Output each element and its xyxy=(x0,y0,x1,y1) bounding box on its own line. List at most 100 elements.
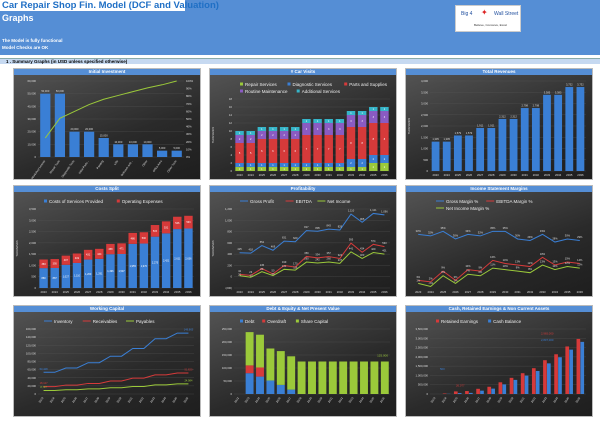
data-label: 13% xyxy=(515,260,521,264)
data-label: 1,291 xyxy=(96,272,103,275)
y-tick-label: 2,500 xyxy=(29,230,36,234)
x-tick-label: 2033 xyxy=(541,396,548,404)
legend-label: Inventory xyxy=(54,319,73,324)
data-label: 9% xyxy=(516,266,520,270)
chart-panel-income-statement-margins: Income Statement Margins Gross Margin % EB… xyxy=(405,185,593,297)
data-label: 1 xyxy=(339,120,341,123)
data-label: 383 xyxy=(41,263,46,266)
bar-segment xyxy=(380,123,389,155)
bar xyxy=(476,128,485,171)
y-tick-label: 0 xyxy=(34,392,36,396)
data-label: 35% xyxy=(440,226,446,230)
y-tick-label: 10,000 xyxy=(27,142,36,146)
bar-segment xyxy=(360,361,368,394)
legend-label: Net Income Margin % xyxy=(446,206,489,211)
x-tick-label: 2029 xyxy=(306,396,313,404)
bar-segment xyxy=(235,131,244,135)
x-tick-label: 2030 xyxy=(502,290,509,294)
bar-segment xyxy=(117,253,126,288)
x-tick-label: 2033 xyxy=(149,396,156,404)
data-label: 3,385 xyxy=(544,90,551,94)
bar-segment xyxy=(83,259,93,288)
y-tick-label: 50,000 xyxy=(27,92,36,96)
bar-segment xyxy=(256,367,264,377)
y-tick-label: 0 xyxy=(230,169,232,173)
x-tick-label: Diagnostic Tools xyxy=(60,159,75,178)
x-tick-label: 2023 xyxy=(236,173,243,177)
data-label: -10 xyxy=(249,274,253,278)
bar xyxy=(554,354,558,394)
bar-segment xyxy=(246,163,255,167)
bar xyxy=(558,357,562,394)
bar-segment xyxy=(308,361,316,394)
x-tick-label: 2028 xyxy=(96,290,103,294)
y-tick-label: 0 xyxy=(426,169,428,173)
bar xyxy=(156,150,168,157)
series-line xyxy=(44,80,177,139)
y-tick-label: 120,000 xyxy=(26,343,37,347)
data-label: 3 xyxy=(317,128,319,131)
x-tick-label: 2033 xyxy=(348,290,355,294)
bar-segment xyxy=(276,351,285,385)
data-label: 1 xyxy=(250,132,252,135)
data-label: 1 xyxy=(350,168,352,171)
bar-segment xyxy=(357,167,367,171)
data-label: 620 xyxy=(293,236,298,240)
data-label: 15,000 xyxy=(100,134,108,138)
y2-tick-label: 40% xyxy=(186,125,192,129)
data-label: 11% xyxy=(490,263,496,267)
x-tick-label: 2025 xyxy=(259,173,266,177)
bar xyxy=(543,94,551,171)
bar-segment xyxy=(287,356,296,390)
bar-segment xyxy=(287,389,296,394)
data-label: 1 xyxy=(261,168,263,171)
bar-segment xyxy=(246,131,255,135)
y-tick-label: 140,000 xyxy=(26,335,37,339)
x-tick-label: 2034 xyxy=(552,396,559,404)
bar-segment xyxy=(380,155,389,163)
data-label: 1 xyxy=(239,168,241,171)
data-label: 531 xyxy=(164,226,169,229)
y-tick-label: 40,000 xyxy=(27,104,36,108)
data-label: 20,000 xyxy=(71,127,79,131)
x-tick-label: 2035 xyxy=(368,396,375,404)
data-label: 53,428 xyxy=(40,367,48,371)
data-label: 24,984 xyxy=(184,378,192,382)
x-tick-label: Initial Parts... xyxy=(77,159,90,175)
data-label: 89 xyxy=(260,267,263,271)
x-tick-label: 2029 xyxy=(107,290,114,294)
data-label: 3,732 xyxy=(577,83,584,87)
bar-segment xyxy=(106,254,115,288)
x-tick-label: 2031 xyxy=(326,173,333,177)
data-label: 11% xyxy=(577,263,583,267)
x-tick-label: 2023 xyxy=(236,290,243,294)
data-label: 458 xyxy=(108,248,113,251)
bar-segment xyxy=(173,229,182,288)
bar-segment xyxy=(161,233,171,288)
data-label: 1 xyxy=(239,132,241,135)
data-label: 2 xyxy=(295,134,297,137)
bar-segment xyxy=(302,123,311,135)
data-label: 631 xyxy=(282,236,287,240)
data-label: 5 xyxy=(239,152,241,155)
data-label: 10% xyxy=(503,264,509,268)
x-tick-label: 2025 xyxy=(440,290,447,294)
bar-segment xyxy=(173,216,182,230)
bar-segment xyxy=(83,249,93,260)
x-tick-label: 2026 xyxy=(466,173,473,177)
data-label: 2% xyxy=(429,276,433,280)
bar-segment xyxy=(235,163,244,167)
data-label: 1 xyxy=(250,168,252,171)
data-label: 1% xyxy=(454,279,458,283)
data-label: 595 xyxy=(349,238,354,242)
legend-label: Net Income xyxy=(327,199,351,204)
data-label: 1,579 xyxy=(466,131,473,135)
chart-title: Profitability xyxy=(210,186,396,192)
x-tick-label: 2027 xyxy=(285,396,292,404)
x-tick-label: 2031 xyxy=(515,290,522,294)
y-tick-label: 4 xyxy=(230,153,232,157)
x-tick-label: 2033 xyxy=(348,173,355,177)
chart-svg: Gross Margin % EBITDA Margin % Net Income … xyxy=(415,199,583,294)
legend-label: Gross Profit xyxy=(250,199,275,204)
bar-segment xyxy=(246,143,255,163)
